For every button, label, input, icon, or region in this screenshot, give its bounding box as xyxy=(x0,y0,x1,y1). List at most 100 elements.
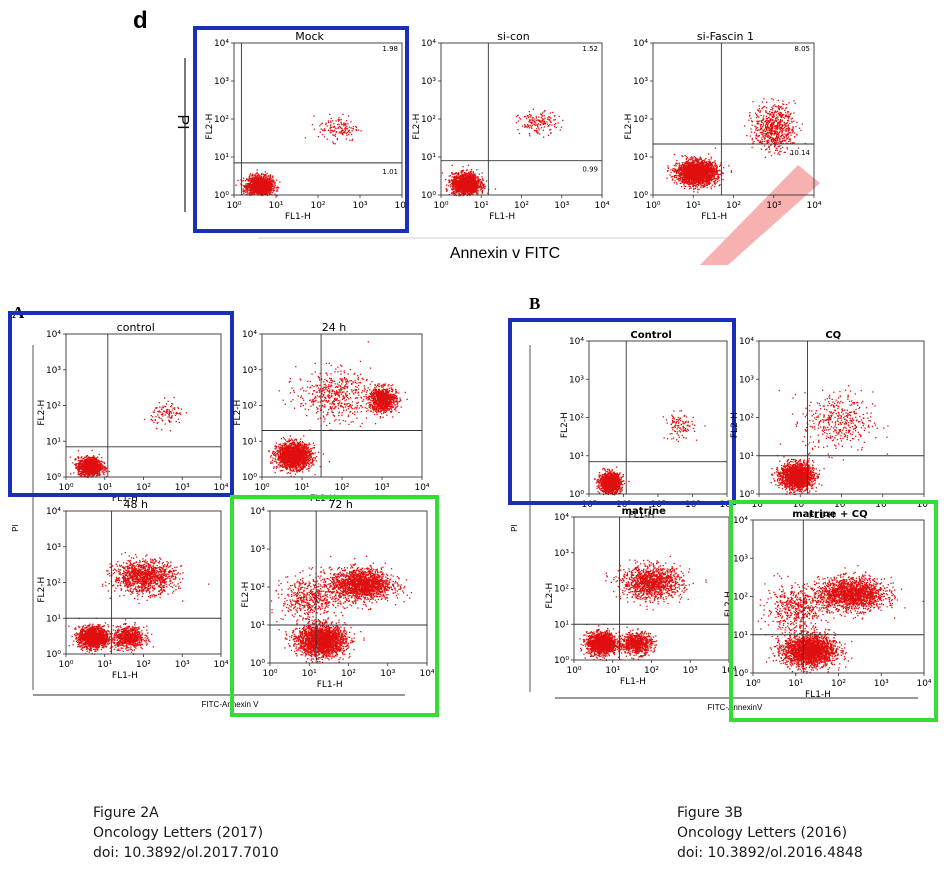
plot-6-y-tick-label: 10² xyxy=(46,579,61,589)
plot-5-events xyxy=(268,341,408,477)
top-y-axis-label: PI xyxy=(174,114,191,129)
plot-8-y-tick-label: 10¹ xyxy=(569,452,584,462)
plot-2-x-tick-label: 10⁴ xyxy=(594,201,609,211)
plot-5: 10⁰10⁰10¹10¹10²10²10³10³10⁴10⁴FL1-HFL2-H… xyxy=(233,321,430,504)
plot-7-y-tick-label: 10⁰ xyxy=(250,659,265,669)
plot-7-y-tick-label: 10² xyxy=(250,583,265,593)
plot-3-title: si-Fascin 1 xyxy=(697,30,754,43)
caption-right: Figure 3B Oncology Letters (2016) doi: 1… xyxy=(677,803,863,863)
caption-left-line-2: Oncology Letters (2017) xyxy=(93,823,279,843)
plot-10-y-tick-label: 10¹ xyxy=(554,620,569,630)
figure-canvas: d PI Annexin v FITC A B FITC-Annexin V P… xyxy=(0,0,949,878)
plot-1-x-tick-label: 10⁰ xyxy=(226,201,241,211)
plot-3-x-axis-title: FL1-H xyxy=(701,212,727,222)
plot-10-x-tick-label: 10⁰ xyxy=(566,666,581,676)
plot-8: 10⁰10⁰10¹10¹10²10²10³10³10⁴10⁴FL1-HFL2-H… xyxy=(510,320,735,521)
plot-3-x-tick-label: 10² xyxy=(726,201,741,211)
plot-1-upper-right-percent: 1.98 xyxy=(382,45,398,53)
panel-letter-d: d xyxy=(133,7,148,34)
plot-7-x-tick-label: 10¹ xyxy=(302,669,317,679)
plot-1-x-tick-label: 10³ xyxy=(352,201,367,211)
plot-2-y-axis-title: FL2-H xyxy=(412,114,422,140)
plot-6-y-tick-label: 10⁰ xyxy=(46,650,61,660)
plot-9-events xyxy=(771,385,889,495)
plot-11-x-tick-label: 10³ xyxy=(874,679,889,689)
caption-left-line-1: Figure 2A xyxy=(93,803,279,823)
plot-6-x-tick-label: 10⁰ xyxy=(58,660,73,670)
plot-3-y-tick-label: 10⁴ xyxy=(633,39,648,49)
plot-3-y-axis-title: FL2-H xyxy=(624,114,634,140)
plot-6-y-tick-label: 10¹ xyxy=(46,614,61,624)
plot-11-x-axis-title: FL1-H xyxy=(805,690,831,700)
plot-2-y-tick-label: 10² xyxy=(421,115,436,125)
plot-5-y-tick-label: 10⁴ xyxy=(242,330,257,340)
plot-2-y-tick-label: 10⁴ xyxy=(421,39,436,49)
plot-4-x-tick-label: 10⁴ xyxy=(213,483,228,493)
plot-6-x-tick-label: 10³ xyxy=(175,660,190,670)
plot-8-y-axis-title: FL2-H xyxy=(560,412,570,438)
top-x-axis-label: Annexin v FITC xyxy=(450,245,560,262)
plot-4-events xyxy=(70,397,188,478)
plot-8-y-tick-label: 10² xyxy=(569,414,584,424)
plot-2-y-tick-label: 10³ xyxy=(421,77,436,87)
plot-10-x-tick-label: 10² xyxy=(644,666,659,676)
plot-7-y-tick-label: 10³ xyxy=(250,545,265,555)
plot-9-y-tick-label: 10⁰ xyxy=(739,490,754,500)
caption-left-line-3: doi: 10.3892/ol.2017.7010 xyxy=(93,843,279,863)
plot-4-title: control xyxy=(117,321,155,334)
plot-5-y-tick-label: 10¹ xyxy=(242,437,257,447)
plot-9-y-tick-label: 10² xyxy=(739,414,754,424)
plot-5-x-tick-label: 10⁰ xyxy=(254,483,269,493)
plot-5-x-tick-label: 10¹ xyxy=(294,483,309,493)
plot-3-y-tick-label: 10² xyxy=(633,115,648,125)
plot-11-y-tick-label: 10⁴ xyxy=(733,516,748,526)
plot-10-events xyxy=(579,556,706,661)
plot-4-y-tick-label: 10³ xyxy=(46,366,61,376)
plot-1-y-tick-label: 10³ xyxy=(214,77,229,87)
plot-10-y-axis-title: FL2-H xyxy=(545,583,555,609)
plot-11-x-tick-label: 10⁴ xyxy=(916,679,931,689)
plot-6-y-tick-label: 10³ xyxy=(46,543,61,553)
plot-7-y-tick-label: 10⁴ xyxy=(250,507,265,517)
plot-3-x-tick-label: 10⁰ xyxy=(645,201,660,211)
plot-1-y-tick-label: 10¹ xyxy=(214,153,229,163)
plot-11-events xyxy=(758,565,924,674)
plot-9: 10⁰10⁰10¹10¹10²10²10³10³10⁴10⁴FL1-HFL2-H… xyxy=(730,330,932,521)
plot-1-lower-right-percent: 1.01 xyxy=(382,168,398,176)
caption-right-line-3: doi: 10.3892/ol.2016.4848 xyxy=(677,843,863,863)
plot-6-title: 48 h xyxy=(124,498,148,511)
plot-4-x-tick-label: 10³ xyxy=(175,483,190,493)
plot-5-x-tick-label: 10⁴ xyxy=(414,483,429,493)
plot-8-y-tick-label: 10⁴ xyxy=(569,337,584,347)
plot-1-frame xyxy=(234,43,402,195)
plot-2: 10⁰10⁰10¹10¹10²10²10³10³10⁴10⁴FL1-HFL2-H… xyxy=(412,30,610,222)
plot-10: 10⁰10⁰10¹10¹10²10²10³10³10⁴10⁴FL1-HFL2-H… xyxy=(545,506,737,687)
plot-6-y-axis-title: FL2-H xyxy=(37,577,47,603)
plot-5-y-tick-label: 10² xyxy=(242,402,257,412)
plot-9-y-tick-label: 10⁴ xyxy=(739,337,754,347)
plot-5-y-axis-title: FL2-H xyxy=(233,400,243,426)
plot-2-y-tick-label: 10⁰ xyxy=(421,191,436,201)
plot-7-x-tick-label: 10⁰ xyxy=(262,669,277,679)
plot-1-y-tick-label: 10⁰ xyxy=(214,191,229,201)
plot-6-x-tick-label: 10¹ xyxy=(97,660,112,670)
plot-10-x-axis-title: FL1-H xyxy=(620,677,646,687)
plot-7-y-tick-label: 10¹ xyxy=(250,621,265,631)
plot-1-y-tick-label: 10² xyxy=(214,115,229,125)
plot-4-y-tick-label: 10² xyxy=(46,402,61,412)
plot-8-title: Control xyxy=(630,330,671,341)
plot-10-y-tick-label: 10⁰ xyxy=(554,656,569,666)
plot-4: 10⁰10⁰10¹10¹10²10²10³10³10⁴10⁴FL1-HFL2-H… xyxy=(10,313,232,504)
left-y-axis-label: PI xyxy=(11,524,20,532)
right-y-axis-label: PI xyxy=(510,524,519,532)
plot-10-y-tick-label: 10² xyxy=(554,585,569,595)
plot-7-title: 72 h xyxy=(328,498,352,511)
plot-7-x-tick-label: 10² xyxy=(341,669,356,679)
plot-5-title: 24 h xyxy=(322,321,346,334)
plot-4-y-tick-label: 10⁰ xyxy=(46,473,61,483)
plot-1: 10⁰10⁰10¹10¹10²10²10³10³10⁴10⁴FL1-HFL2-H… xyxy=(195,28,410,231)
plot-10-title: matrine xyxy=(622,506,666,517)
caption-left: Figure 2A Oncology Letters (2017) doi: 1… xyxy=(93,803,279,863)
plot-1-y-axis-title: FL2-H xyxy=(205,114,215,140)
plot-6: 10⁰10⁰10¹10¹10²10²10³10³10⁴10⁴FL1-HFL2-H… xyxy=(37,498,229,681)
